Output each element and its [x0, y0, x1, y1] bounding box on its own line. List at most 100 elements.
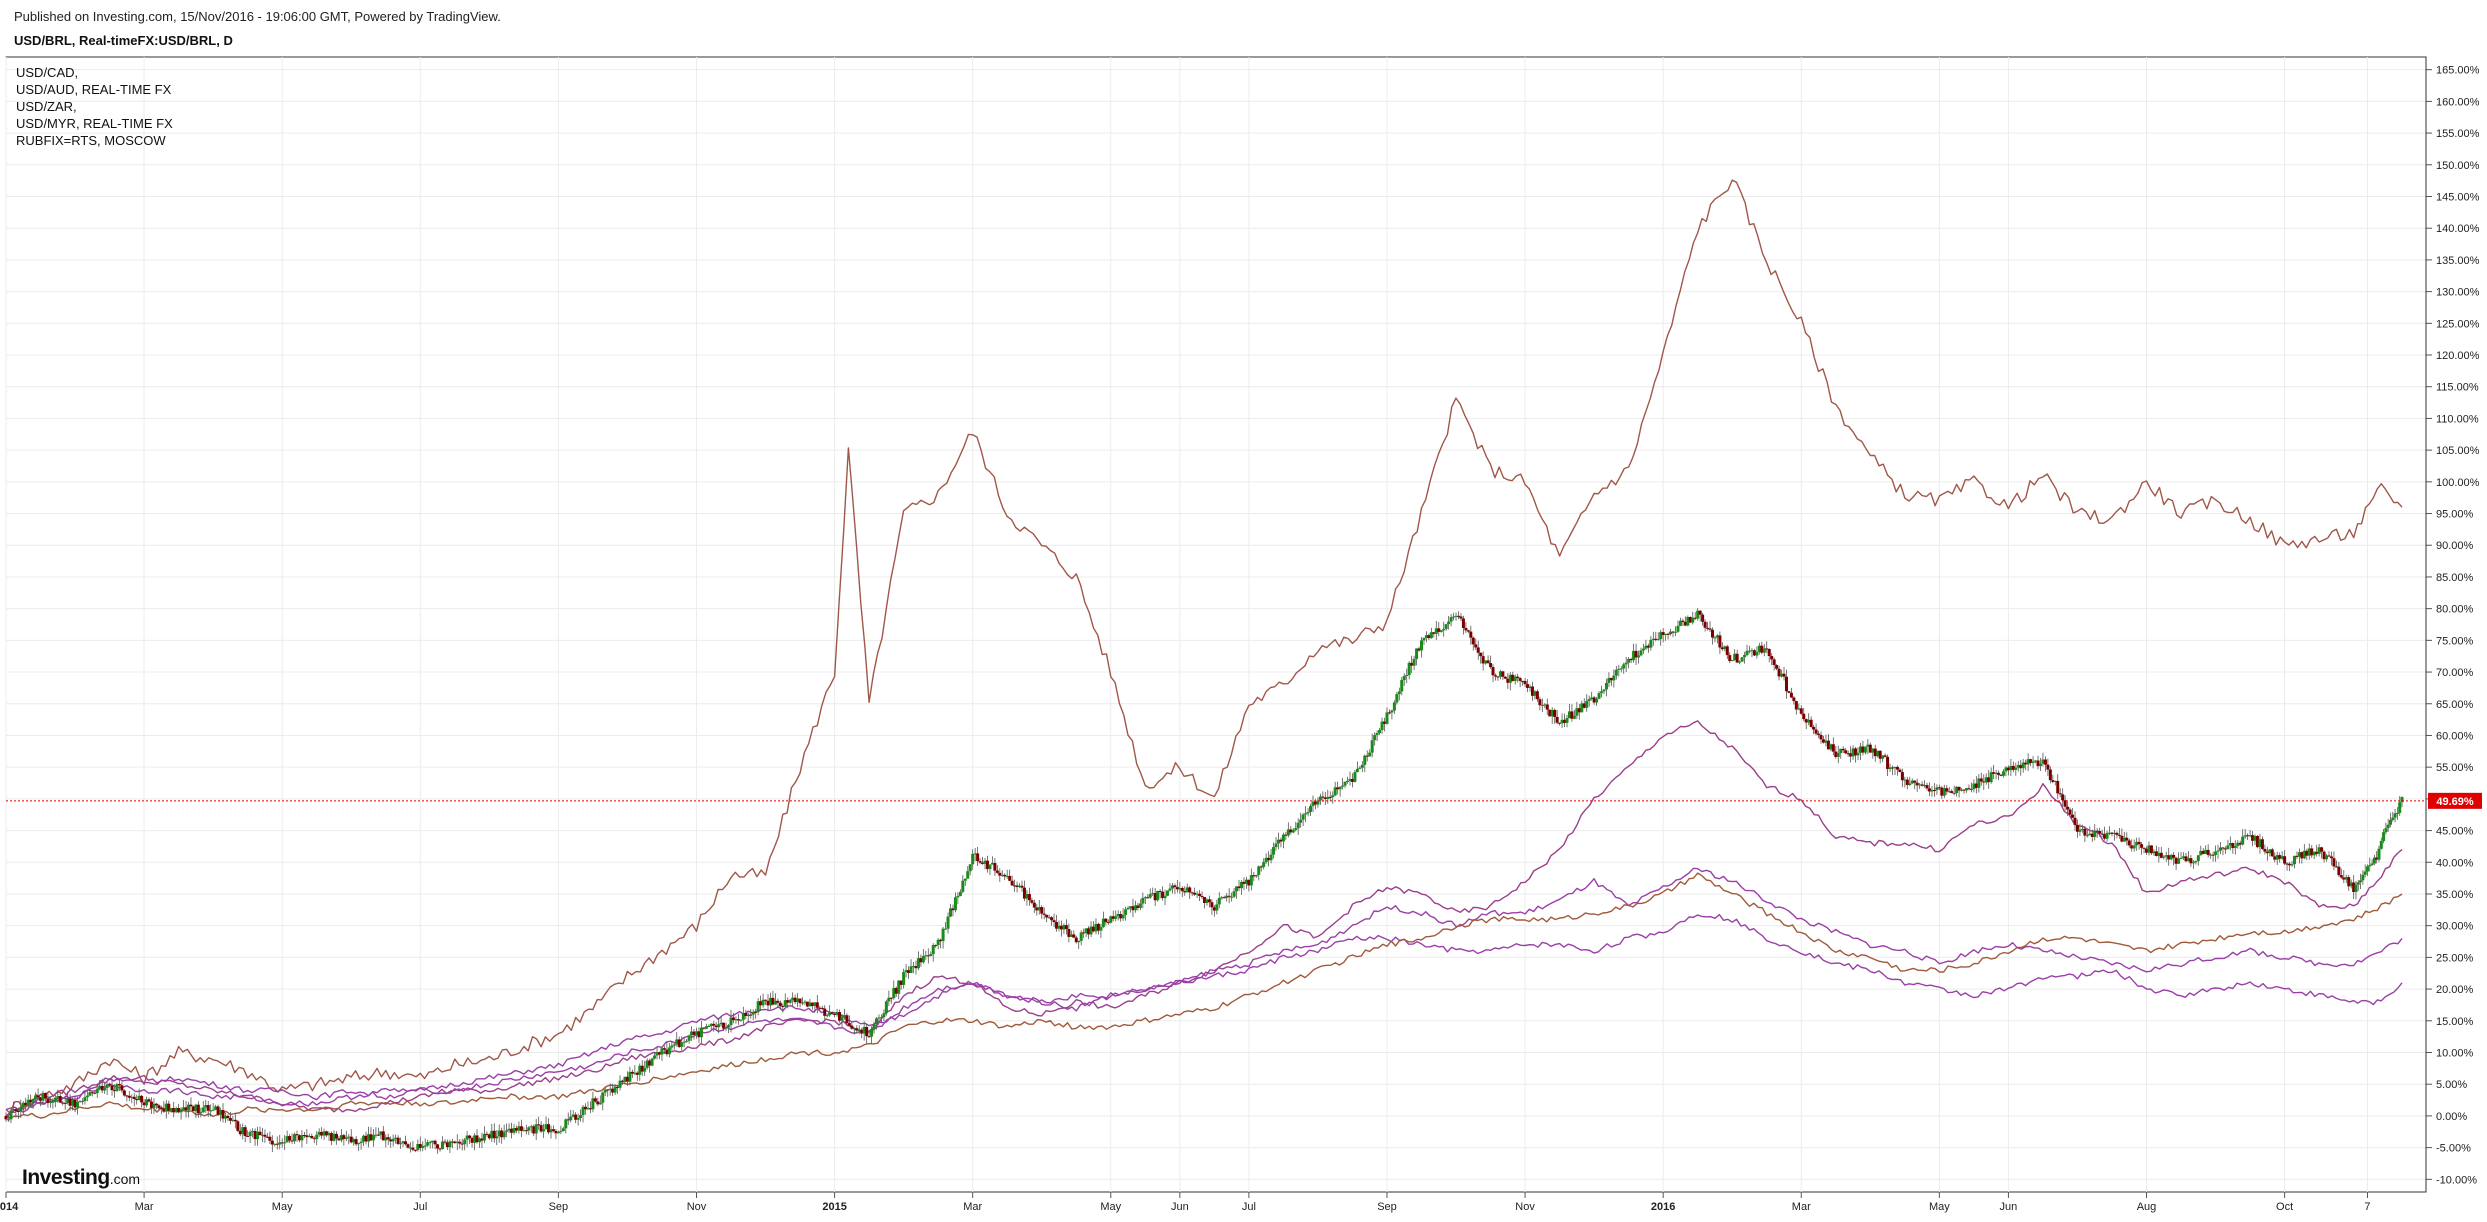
candle-body: [2088, 833, 2092, 836]
candle-body: [440, 1141, 444, 1149]
candle-body: [1232, 891, 1236, 897]
candle-body: [265, 1136, 269, 1138]
candle-body: [2031, 761, 2035, 763]
candle-body: [1119, 914, 1123, 919]
candle-body: [1225, 895, 1229, 898]
candle-body: [961, 880, 965, 892]
candle-body: [2334, 866, 2338, 868]
candle-body: [315, 1134, 319, 1140]
candle-body: [103, 1087, 107, 1091]
candle-body: [1274, 843, 1278, 848]
candle-body: [985, 860, 989, 870]
candle-body: [1856, 752, 1860, 756]
y-tick-label: 150.00%: [2436, 160, 2480, 172]
candle-body: [1242, 881, 1246, 884]
series-line-usd-myr-real-time-fx: [5, 720, 2403, 1117]
candle-body: [731, 1017, 735, 1021]
candle-body: [1432, 632, 1436, 634]
candle-body: [549, 1129, 553, 1133]
candle-body: [1222, 897, 1226, 899]
candle-body: [1962, 789, 1966, 791]
candle-body: [278, 1142, 282, 1145]
y-tick-label: 40.00%: [2436, 857, 2474, 869]
candle-body: [145, 1099, 149, 1106]
candle-body: [1523, 680, 1527, 685]
candle-body: [1733, 653, 1737, 661]
candle-body: [1713, 637, 1717, 639]
candle-body: [966, 871, 970, 879]
candle-body: [231, 1119, 235, 1121]
candle-body: [936, 939, 940, 946]
candle-body: [2014, 767, 2018, 770]
x-tick-label: Mar: [963, 1201, 982, 1213]
candle-body: [931, 945, 935, 955]
candle-body: [616, 1086, 620, 1088]
candle-body: [2317, 847, 2321, 854]
candle-body: [2325, 855, 2329, 860]
legend-item-usd-myr[interactable]: USD/MYR, REAL-TIME FX: [16, 116, 173, 131]
candle-body: [11, 1109, 15, 1111]
candle-body: [2186, 858, 2190, 862]
candle-body: [2223, 848, 2227, 850]
candle-body: [334, 1133, 338, 1139]
candle-body: [1084, 928, 1088, 934]
series-group: [5, 179, 2403, 1120]
candle-body: [1252, 875, 1256, 877]
candle-body: [1947, 791, 1951, 793]
candle-body: [754, 1011, 758, 1013]
candle-body: [56, 1096, 60, 1098]
candle-body: [542, 1129, 546, 1132]
candle-body: [2043, 759, 2047, 765]
y-tick-label: 120.00%: [2436, 350, 2480, 362]
candle-body: [2391, 817, 2395, 821]
candle-body: [581, 1106, 585, 1116]
candle-body: [717, 1024, 721, 1028]
candle-body: [665, 1049, 669, 1055]
candle-body: [2115, 832, 2119, 835]
candle-body: [1851, 748, 1855, 757]
symbol-line[interactable]: USD/BRL, Real-timeFX:USD/BRL, D: [14, 33, 233, 48]
candle-body: [1200, 895, 1204, 898]
candle-body: [68, 1098, 72, 1106]
candle-body: [2329, 856, 2333, 859]
candle-body: [1886, 756, 1890, 770]
candle-body: [951, 908, 955, 911]
candle-body: [2393, 813, 2397, 818]
legend-item-usd-aud[interactable]: USD/AUD, REAL-TIME FX: [16, 82, 172, 97]
candle-body: [1878, 750, 1882, 759]
y-tick-label: 105.00%: [2436, 445, 2480, 457]
candle-body: [495, 1136, 499, 1139]
candle-body: [1706, 627, 1710, 629]
candle-body: [1210, 902, 1214, 908]
candle-body: [1794, 701, 1798, 710]
candle-body: [2135, 841, 2139, 846]
legend-item-usd-zar[interactable]: USD/ZAR,: [16, 99, 77, 114]
candle-body: [2344, 877, 2348, 880]
candle-body: [182, 1107, 186, 1110]
legend-item-usd-cad[interactable]: USD/CAD,: [16, 65, 79, 80]
candle-body: [1281, 834, 1285, 842]
candle-body: [2125, 837, 2129, 841]
candle-body: [1747, 650, 1751, 652]
candle-body: [1782, 673, 1786, 677]
candle-body: [1595, 698, 1599, 703]
candle-body: [517, 1126, 521, 1131]
candle-body: [1710, 629, 1714, 638]
candle-body: [1745, 650, 1749, 656]
candle-body: [882, 1013, 886, 1018]
x-tick-label: Jun: [2000, 1201, 2018, 1213]
candle-body: [502, 1131, 506, 1138]
candle-body: [1289, 829, 1293, 833]
candle-body: [653, 1055, 657, 1059]
candle-body: [662, 1048, 666, 1050]
candle-body: [1420, 640, 1424, 651]
candle-body: [842, 1015, 846, 1017]
candle-body: [1309, 806, 1313, 812]
candle-body: [714, 1025, 718, 1028]
candle-body: [2400, 797, 2404, 803]
candle-body: [648, 1060, 652, 1066]
candle-body: [9, 1110, 13, 1120]
legend-item-rubfix[interactable]: RUBFIX=RTS, MOSCOW: [16, 133, 166, 148]
candle-body: [588, 1108, 592, 1110]
